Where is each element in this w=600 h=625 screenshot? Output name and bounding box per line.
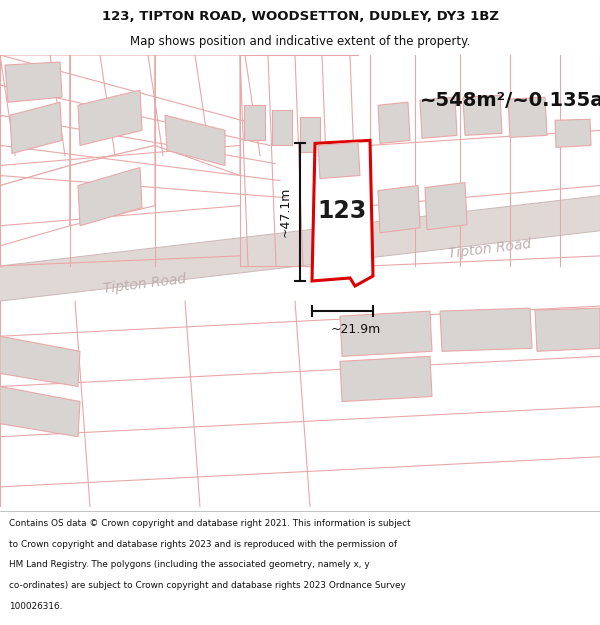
Polygon shape (378, 186, 420, 232)
Text: ~548m²/~0.135ac.: ~548m²/~0.135ac. (420, 91, 600, 110)
Polygon shape (70, 146, 155, 226)
Polygon shape (425, 182, 467, 230)
Polygon shape (0, 336, 80, 386)
Polygon shape (318, 142, 360, 179)
Polygon shape (0, 196, 600, 301)
Polygon shape (312, 141, 373, 286)
Polygon shape (420, 97, 457, 138)
Polygon shape (378, 102, 410, 143)
Polygon shape (463, 95, 502, 136)
Polygon shape (272, 110, 292, 146)
Polygon shape (70, 55, 155, 166)
Text: co-ordinates) are subject to Crown copyright and database rights 2023 Ordnance S: co-ordinates) are subject to Crown copyr… (9, 581, 406, 590)
Polygon shape (300, 118, 320, 152)
Text: ~21.9m: ~21.9m (331, 323, 380, 336)
Text: Tipton Road: Tipton Road (103, 272, 187, 296)
Polygon shape (5, 62, 62, 102)
Polygon shape (0, 166, 70, 246)
Polygon shape (78, 168, 142, 226)
Polygon shape (508, 97, 547, 138)
Polygon shape (535, 308, 600, 351)
Text: HM Land Registry. The polygons (including the associated geometry, namely x, y: HM Land Registry. The polygons (includin… (9, 561, 370, 569)
Text: Map shows position and indicative extent of the property.: Map shows position and indicative extent… (130, 35, 470, 48)
Text: Tipton Road: Tipton Road (448, 237, 532, 261)
Polygon shape (440, 308, 532, 351)
Polygon shape (165, 115, 225, 166)
Polygon shape (340, 311, 432, 356)
Polygon shape (0, 55, 70, 186)
Text: ~47.1m: ~47.1m (279, 187, 292, 238)
Polygon shape (0, 386, 80, 437)
Polygon shape (555, 119, 591, 148)
Text: to Crown copyright and database rights 2023 and is reproduced with the permissio: to Crown copyright and database rights 2… (9, 539, 397, 549)
Polygon shape (10, 102, 62, 153)
Polygon shape (78, 90, 142, 146)
Polygon shape (155, 55, 240, 176)
Text: 100026316.: 100026316. (9, 602, 62, 611)
Polygon shape (340, 356, 432, 401)
Text: 123, TIPTON ROAD, WOODSETTON, DUDLEY, DY3 1BZ: 123, TIPTON ROAD, WOODSETTON, DUDLEY, DY… (101, 10, 499, 23)
Text: 123: 123 (317, 199, 367, 222)
Polygon shape (244, 105, 265, 141)
Text: Contains OS data © Crown copyright and database right 2021. This information is : Contains OS data © Crown copyright and d… (9, 519, 410, 528)
